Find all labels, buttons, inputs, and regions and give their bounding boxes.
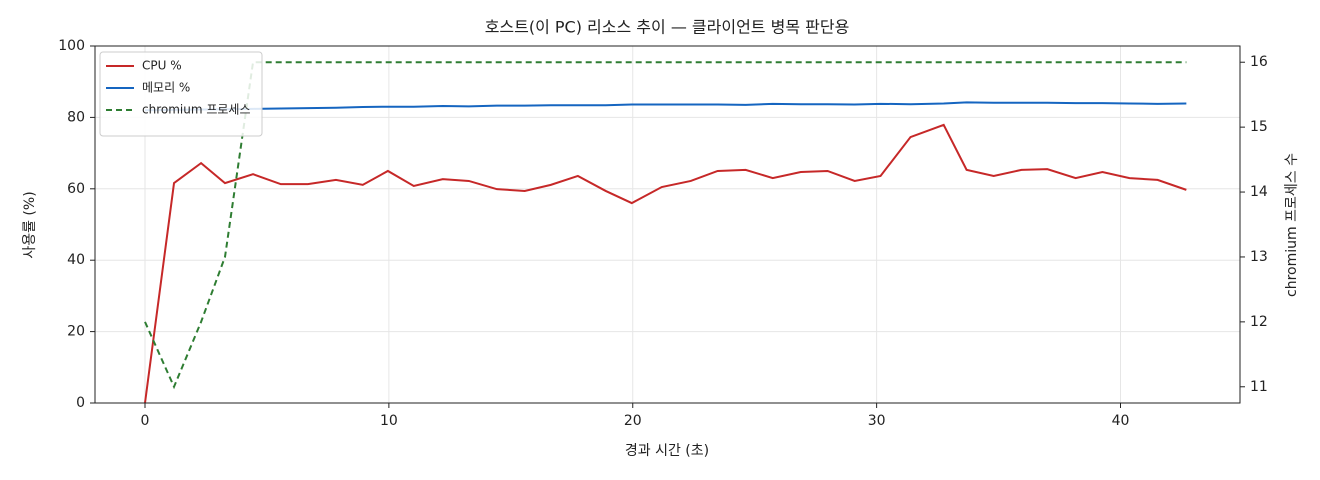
- legend-label: chromium 프로세스: [142, 103, 251, 117]
- y-tick-label: 100: [58, 38, 85, 54]
- series-line: [143, 123, 1187, 404]
- series-line: [144, 101, 1187, 112]
- y-tick-label: 20: [67, 324, 85, 340]
- y-tick-label: 80: [67, 109, 85, 125]
- y-tick-label: 0: [76, 395, 85, 411]
- y2-tick-label: 11: [1250, 379, 1268, 395]
- y2-tick-label: 12: [1250, 314, 1268, 330]
- x-axis-label: 경과 시간 (초): [625, 443, 709, 459]
- plot: [143, 61, 1187, 404]
- series-line: [144, 61, 1187, 390]
- legend-label: CPU %: [142, 59, 182, 73]
- chart-title: 호스트(이 PC) 리소스 추이 — 클라이언트 병목 판단용: [485, 18, 850, 37]
- y-tick-label: 40: [67, 252, 85, 268]
- y-axis-label: 사용률 (%): [22, 191, 38, 258]
- x-tick-label: 0: [141, 413, 150, 429]
- legend: CPU % 메모리 % chromium 프로세스: [99, 51, 263, 137]
- y2-axis-label: chromium 프로세스 수: [1284, 153, 1300, 297]
- grid: [95, 45, 1240, 404]
- x-tick-label: 30: [868, 413, 886, 429]
- y2-tick-label: 13: [1250, 249, 1268, 265]
- legend-label: 메모리 %: [142, 81, 190, 95]
- x-tick-label: 10: [380, 413, 398, 429]
- y2-tick-label: 15: [1250, 119, 1268, 135]
- y2-tick-label: 14: [1250, 184, 1268, 200]
- axes-frame: [94, 45, 1241, 404]
- y2-tick-label: 16: [1250, 54, 1268, 70]
- y-tick-label: 60: [67, 181, 85, 197]
- x-tick-label: 20: [624, 413, 642, 429]
- legend-box: [99, 51, 263, 137]
- x-tick-label: 40: [1112, 413, 1130, 429]
